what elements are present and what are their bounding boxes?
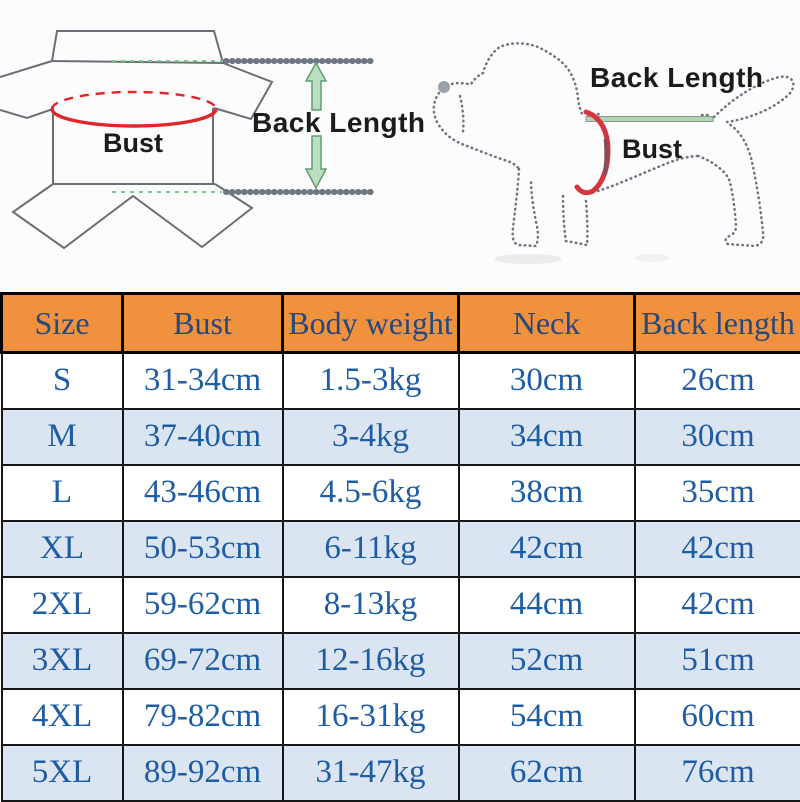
cell-body-weight: 12-16kg <box>283 633 459 689</box>
dog-bust-band <box>577 112 608 193</box>
table-row-s: S 31-34cm 1.5-3kg 30cm 26cm <box>2 353 800 409</box>
cell-size: 4XL <box>2 689 123 745</box>
cell-neck: 44cm <box>459 577 635 633</box>
column-header-body-weight: Body weight <box>283 294 459 353</box>
bust-ellipse-solid-arc <box>52 109 216 126</box>
bust-ellipse-dashed-arc <box>52 92 216 109</box>
column-header-neck: Neck <box>459 294 635 353</box>
cell-size: 2XL <box>2 577 123 633</box>
cell-size: M <box>2 409 123 465</box>
cell-body-weight: 6-11kg <box>283 521 459 577</box>
garment-leg-flaps-outline <box>13 184 252 248</box>
dog-rear-leg <box>698 123 763 246</box>
cell-back-length: 60cm <box>635 689 800 745</box>
dog-back-length-line <box>586 117 713 122</box>
cell-size: L <box>2 465 123 521</box>
cell-neck: 52cm <box>459 633 635 689</box>
cell-bust: 50-53cm <box>123 521 283 577</box>
cell-size: XL <box>2 521 123 577</box>
measurement-diagrams: Bust Back Length Back Length Bust <box>0 0 800 292</box>
cell-size: S <box>2 353 123 409</box>
cell-bust: 79-82cm <box>123 689 283 745</box>
size-chart-table: Size Bust Body weight Neck Back length S… <box>0 292 800 802</box>
cell-back-length: 30cm <box>635 409 800 465</box>
garment-bust-label: Bust <box>103 128 163 158</box>
column-header-size: Size <box>2 294 123 353</box>
dog-front-leg1 <box>513 169 538 246</box>
column-header-bust: Bust <box>123 294 283 353</box>
dog-back-length-label: Back Length <box>590 62 764 93</box>
cell-bust: 43-46cm <box>123 465 283 521</box>
cell-bust: 89-92cm <box>123 745 283 801</box>
table-row-m: M 37-40cm 3-4kg 34cm 30cm <box>2 409 800 465</box>
cell-body-weight: 3-4kg <box>283 409 459 465</box>
header-row: Size Bust Body weight Neck Back length <box>2 294 800 353</box>
cell-bust: 37-40cm <box>123 409 283 465</box>
dog-nose <box>438 81 450 93</box>
cell-body-weight: 8-13kg <box>283 577 459 633</box>
dog-ear-inner-line <box>460 96 463 132</box>
dog-ear-jaw-chest-outline <box>434 93 519 169</box>
cell-back-length: 35cm <box>635 465 800 521</box>
cell-neck: 62cm <box>459 745 635 801</box>
dog-shadow-rear <box>634 254 670 262</box>
dog-shadow-front <box>494 254 562 264</box>
cell-neck: 42cm <box>459 521 635 577</box>
cell-back-length: 42cm <box>635 521 800 577</box>
cell-neck: 34cm <box>459 409 635 465</box>
cell-back-length: 26cm <box>635 353 800 409</box>
cell-bust: 59-62cm <box>123 577 283 633</box>
cell-bust: 31-34cm <box>123 353 283 409</box>
garment-bust-ellipse <box>52 92 216 126</box>
cell-size: 5XL <box>2 745 123 801</box>
garment-collar-outline <box>52 31 223 63</box>
cell-body-weight: 31-47kg <box>283 745 459 801</box>
table-row-3xl: 3XL 69-72cm 12-16kg 52cm 51cm <box>2 633 800 689</box>
bust-band-main <box>577 112 608 193</box>
table-row-2xl: 2XL 59-62cm 8-13kg 44cm 42cm <box>2 577 800 633</box>
cell-back-length: 42cm <box>635 577 800 633</box>
back-length-arrow-up <box>306 63 326 110</box>
back-length-arrow-down <box>306 136 326 188</box>
cell-body-weight: 1.5-3kg <box>283 353 459 409</box>
cell-bust: 69-72cm <box>123 633 283 689</box>
cell-body-weight: 4.5-6kg <box>283 465 459 521</box>
bust-band-shade <box>605 140 607 173</box>
dog-front-leg2 <box>563 196 587 245</box>
table-row-4xl: 4XL 79-82cm 16-31kg 54cm 60cm <box>2 689 800 745</box>
table-row-xl: XL 50-53cm 6-11kg 42cm 42cm <box>2 521 800 577</box>
cell-neck: 30cm <box>459 353 635 409</box>
column-header-back-length: Back length <box>635 294 800 353</box>
cell-neck: 38cm <box>459 465 635 521</box>
dog-bust-label: Bust <box>622 134 682 164</box>
cell-back-length: 51cm <box>635 633 800 689</box>
cell-body-weight: 16-31kg <box>283 689 459 745</box>
cell-size: 3XL <box>2 633 123 689</box>
cell-back-length: 76cm <box>635 745 800 801</box>
garment-left-sleeve-outline <box>0 61 53 118</box>
dog-head-outline <box>452 43 584 117</box>
dog-back-hint <box>588 114 712 115</box>
table-row-l: L 43-46cm 4.5-6kg 38cm 35cm <box>2 465 800 521</box>
table-row-5xl: 5XL 89-92cm 31-47kg 62cm 76cm <box>2 745 800 801</box>
garment-back-length-label: Back Length <box>252 107 426 138</box>
cell-neck: 54cm <box>459 689 635 745</box>
